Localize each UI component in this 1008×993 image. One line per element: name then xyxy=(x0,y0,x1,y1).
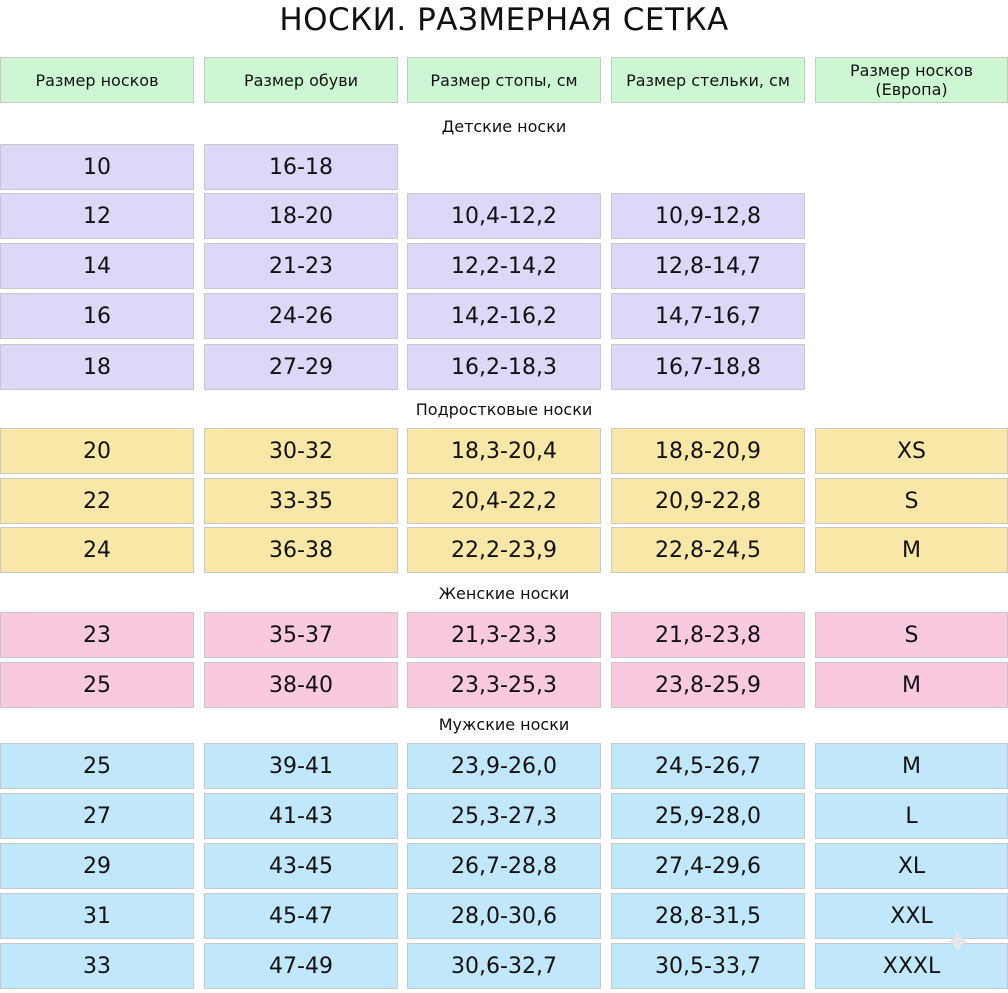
table-cell: L xyxy=(815,793,1008,839)
table-cell: 18,3-20,4 xyxy=(407,428,601,474)
table-cell: 27,4-29,6 xyxy=(611,843,805,889)
table-cell: 23 xyxy=(0,612,194,658)
table-cell: M xyxy=(815,527,1008,573)
table-cell: 16-18 xyxy=(204,144,398,190)
table-cell: 16,2-18,3 xyxy=(407,344,601,390)
table-cell: 38-40 xyxy=(204,662,398,708)
header-sock-size: Размер носков xyxy=(0,57,194,103)
table-cell: 12,8-14,7 xyxy=(611,243,805,289)
table-cell: XXL xyxy=(815,893,1008,939)
table-cell: 25 xyxy=(0,662,194,708)
section-men-label: Мужские носки xyxy=(438,715,570,734)
table-cell: 41-43 xyxy=(204,793,398,839)
table-cell: 22,8-24,5 xyxy=(611,527,805,573)
table-cell: 30,6-32,7 xyxy=(407,943,601,989)
header-foot-size: Размер стопы, см xyxy=(407,57,601,103)
table-cell: 10 xyxy=(0,144,194,190)
table-cell: 18,8-20,9 xyxy=(611,428,805,474)
table-cell: 26,7-28,8 xyxy=(407,843,601,889)
table-cell: 31 xyxy=(0,893,194,939)
table-cell: 10,9-12,8 xyxy=(611,193,805,239)
table-cell: 14,7-16,7 xyxy=(611,293,805,339)
table-cell: 14 xyxy=(0,243,194,289)
table-cell: S xyxy=(815,612,1008,658)
table-cell: 23,9-26,0 xyxy=(407,743,601,789)
table-cell: XL xyxy=(815,843,1008,889)
table-cell: 35-37 xyxy=(204,612,398,658)
table-cell: 24-26 xyxy=(204,293,398,339)
table-cell: 47-49 xyxy=(204,943,398,989)
table-cell: 33 xyxy=(0,943,194,989)
sparkle-icon: ✦ xyxy=(943,923,973,963)
table-cell: 43-45 xyxy=(204,843,398,889)
table-cell: XS xyxy=(815,428,1008,474)
section-kids-label: Детские носки xyxy=(441,117,567,136)
table-cell: 29 xyxy=(0,843,194,889)
table-cell: 28,0-30,6 xyxy=(407,893,601,939)
table-cell: 18 xyxy=(0,344,194,390)
table-cell: 24,5-26,7 xyxy=(611,743,805,789)
table-cell: 21,3-23,3 xyxy=(407,612,601,658)
table-cell: 12,2-14,2 xyxy=(407,243,601,289)
table-cell: S xyxy=(815,478,1008,524)
table-cell: 39-41 xyxy=(204,743,398,789)
table-cell: 23,8-25,9 xyxy=(611,662,805,708)
table-cell: 16 xyxy=(0,293,194,339)
table-cell: 20,9-22,8 xyxy=(611,478,805,524)
table-cell: 22,2-23,9 xyxy=(407,527,601,573)
table-cell: M xyxy=(815,743,1008,789)
table-cell: 12 xyxy=(0,193,194,239)
table-cell: 24 xyxy=(0,527,194,573)
table-cell: M xyxy=(815,662,1008,708)
table-cell: 30-32 xyxy=(204,428,398,474)
table-cell: 21-23 xyxy=(204,243,398,289)
table-cell: 10,4-12,2 xyxy=(407,193,601,239)
page-title: НОСКИ. РАЗМЕРНАЯ СЕТКА xyxy=(279,2,729,38)
header-shoe-size: Размер обуви xyxy=(204,57,398,103)
table-cell: 22 xyxy=(0,478,194,524)
table-cell: 18-20 xyxy=(204,193,398,239)
table-cell: 30,5-33,7 xyxy=(611,943,805,989)
table-cell: 45-47 xyxy=(204,893,398,939)
table-cell: 23,3-25,3 xyxy=(407,662,601,708)
header-eu-size: Размер носков (Европа) xyxy=(815,57,1008,103)
header-insole-size: Размер стельки, см xyxy=(611,57,805,103)
table-cell: 27-29 xyxy=(204,344,398,390)
table-cell: 27 xyxy=(0,793,194,839)
table-cell: 33-35 xyxy=(204,478,398,524)
table-cell: 25 xyxy=(0,743,194,789)
table-cell: 21,8-23,8 xyxy=(611,612,805,658)
section-teen-label: Подростковые носки xyxy=(415,400,593,419)
table-cell: XXXL xyxy=(815,943,1008,989)
table-cell: 20 xyxy=(0,428,194,474)
table-cell: 36-38 xyxy=(204,527,398,573)
section-women-label: Женские носки xyxy=(438,584,570,603)
table-cell: 16,7-18,8 xyxy=(611,344,805,390)
table-cell: 28,8-31,5 xyxy=(611,893,805,939)
table-cell: 25,3-27,3 xyxy=(407,793,601,839)
table-cell: 20,4-22,2 xyxy=(407,478,601,524)
table-cell: 25,9-28,0 xyxy=(611,793,805,839)
table-cell: 14,2-16,2 xyxy=(407,293,601,339)
